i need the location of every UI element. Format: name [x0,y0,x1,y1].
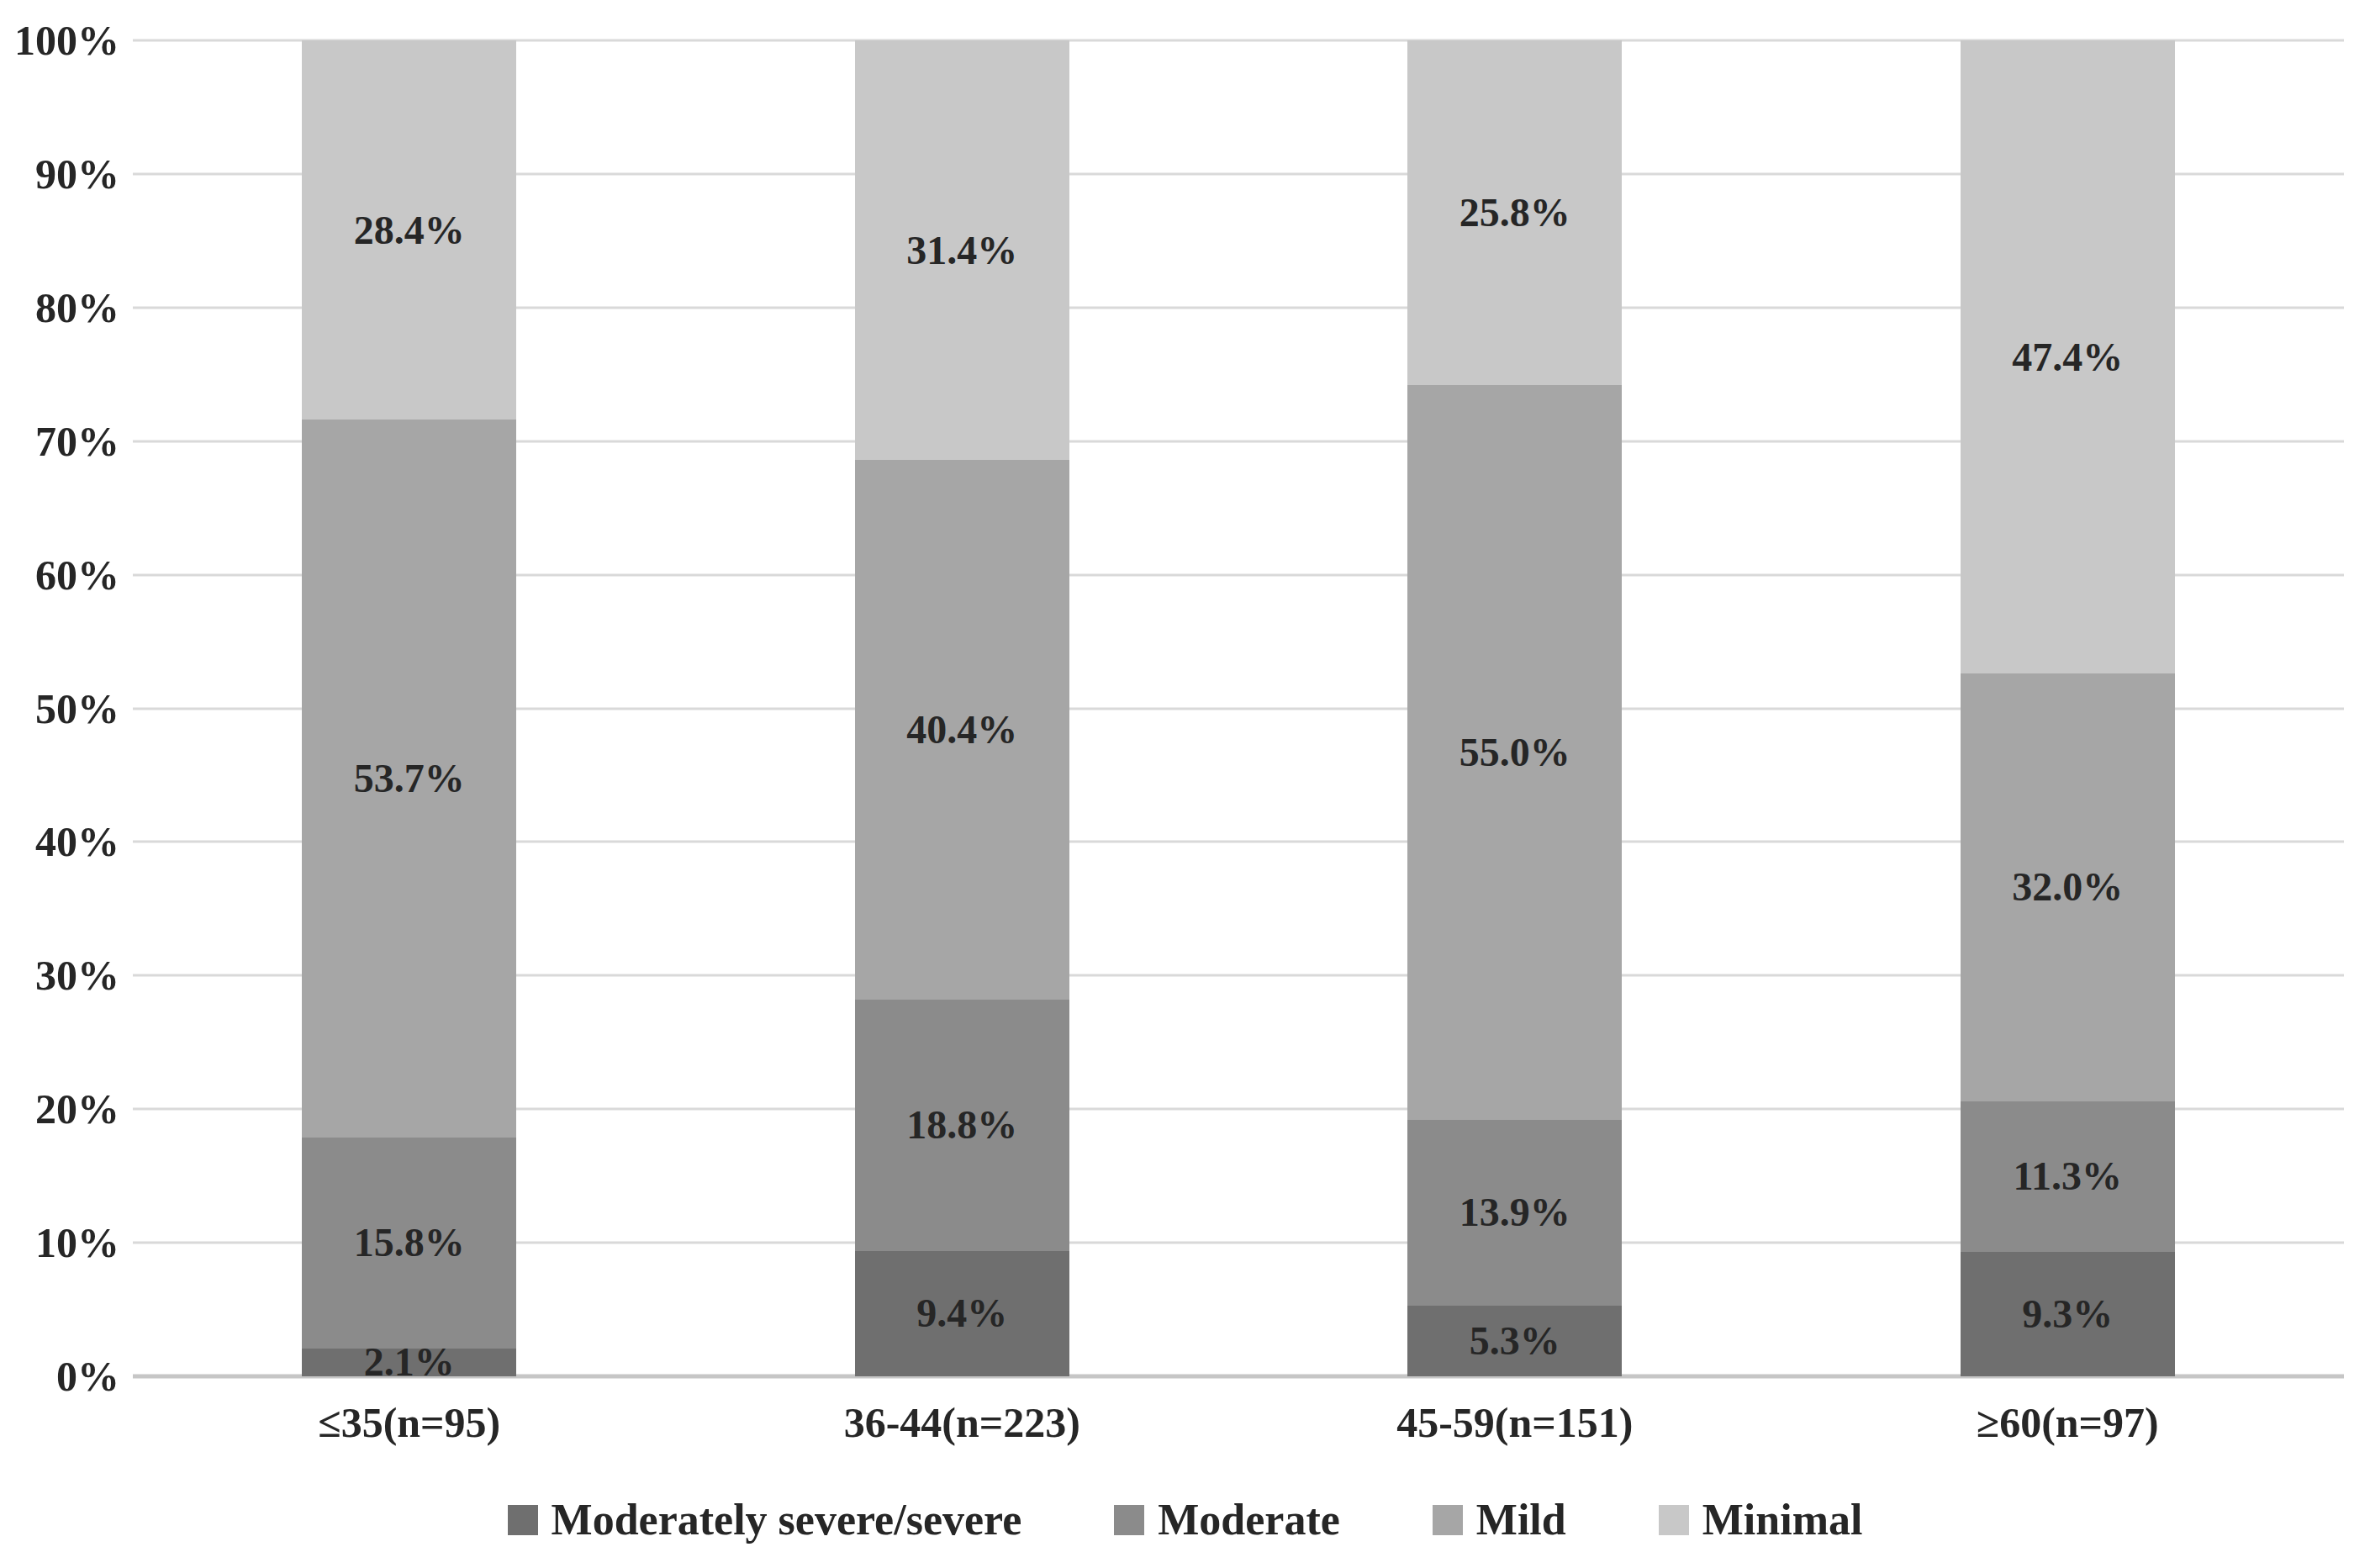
legend-swatch [1114,1505,1144,1535]
bar-segment: 40.4% [855,460,1069,1000]
y-axis-tick-label: 30% [35,954,119,996]
x-axis-tick-label: ≥60(n=97) [1792,1400,2345,1446]
legend-item: Minimal [1659,1498,1863,1542]
plot-area: 2.1% 15.8% 53.7% 28.4% 9.4% 18.8% 40.4% 31.4% 5.… [133,40,2344,1376]
legend-item: Moderately severe/severe [508,1498,1022,1542]
y-axis-tick-label: 0% [56,1355,119,1397]
data-label: 5.3% [1470,1321,1560,1361]
y-axis-tick-label: 90% [35,153,119,195]
legend: Moderately severe/severe Moderate Mild Mini… [0,1498,2370,1542]
y-axis-tick-label: 60% [35,554,119,596]
data-label: 15.8% [354,1222,465,1263]
data-label: 18.8% [906,1105,1017,1145]
bar-segment: 47.4% [1961,40,2175,673]
bar-segment: 55.0% [1407,385,1622,1120]
legend-label: Minimal [1702,1498,1863,1542]
stacked-bar: 9.4% 18.8% 40.4% 31.4% [855,40,1069,1376]
legend-swatch [1659,1505,1689,1535]
legend-item: Moderate [1114,1498,1340,1542]
legend-label: Mild [1476,1498,1566,1542]
data-label: 55.0% [1459,732,1570,773]
category-slot: 9.3% 11.3% 32.0% 47.4% [1792,40,2345,1376]
data-label: 32.0% [2012,867,2123,907]
bar-segment: 2.1% [302,1349,516,1376]
data-label: 13.9% [1459,1192,1570,1233]
y-axis-tick-label: 100% [14,19,119,61]
bar-segment: 13.9% [1407,1120,1622,1306]
x-axis-tick-label: ≤35(n=95) [133,1400,686,1446]
data-label: 2.1% [364,1342,455,1382]
legend-label: Moderate [1158,1498,1340,1542]
x-axis-tick-label: 36-44(n=223) [686,1400,1239,1446]
bar-segment: 18.8% [855,1000,1069,1251]
category-slot: 9.4% 18.8% 40.4% 31.4% [686,40,1239,1376]
y-axis-tick-label: 10% [35,1222,119,1264]
bar-segment: 25.8% [1407,40,1622,385]
y-axis: 0%10%20%30%40%50%60%70%80%90%100% [0,40,119,1376]
data-label: 25.8% [1459,193,1570,233]
data-label: 31.4% [906,230,1017,271]
data-label: 9.3% [2022,1294,2113,1334]
category-slot: 2.1% 15.8% 53.7% 28.4% [133,40,686,1376]
bar-segment: 11.3% [1961,1101,2175,1253]
data-label: 28.4% [354,210,465,251]
data-label: 40.4% [906,710,1017,750]
data-label: 47.4% [2012,337,2123,377]
data-label: 53.7% [354,758,465,799]
data-label: 11.3% [2014,1156,2122,1196]
y-axis-tick-label: 40% [35,821,119,863]
stacked-bar-chart: 0% 10% 20% 30% 40% 50% 60% 70% 80% 90% 100% 2.1% 15… [0,0,2370,1568]
bar-segment: 53.7% [302,420,516,1137]
bar-segment: 9.4% [855,1251,1069,1376]
legend-swatch [1433,1505,1463,1535]
stacked-bar: 9.3% 11.3% 32.0% 47.4% [1961,40,2175,1376]
stacked-bar: 2.1% 15.8% 53.7% 28.4% [302,40,516,1376]
legend-swatch [508,1505,538,1535]
bar-segment: 9.3% [1961,1252,2175,1376]
bar-segment: 28.4% [302,40,516,420]
y-axis-tick-label: 20% [35,1088,119,1130]
bar-segment: 32.0% [1961,673,2175,1101]
y-axis-tick-label: 80% [35,287,119,329]
y-axis-tick-label: 70% [35,420,119,462]
legend-item: Mild [1433,1498,1566,1542]
legend-label: Moderately severe/severe [552,1498,1022,1542]
category-slot: 5.3% 13.9% 55.0% 25.8% [1238,40,1792,1376]
bar-segment: 5.3% [1407,1306,1622,1376]
x-axis: ≤35(n=95)36-44(n=223)45-59(n=151)≥60(n=9… [133,1400,2344,1446]
bar-series-container: 2.1% 15.8% 53.7% 28.4% 9.4% 18.8% 40.4% 31.4% 5.… [133,40,2344,1376]
data-label: 9.4% [916,1293,1007,1333]
stacked-bar: 5.3% 13.9% 55.0% 25.8% [1407,40,1622,1376]
x-axis-tick-label: 45-59(n=151) [1238,1400,1792,1446]
bar-segment: 31.4% [855,40,1069,460]
bar-segment: 15.8% [302,1138,516,1349]
y-axis-tick-label: 50% [35,688,119,730]
